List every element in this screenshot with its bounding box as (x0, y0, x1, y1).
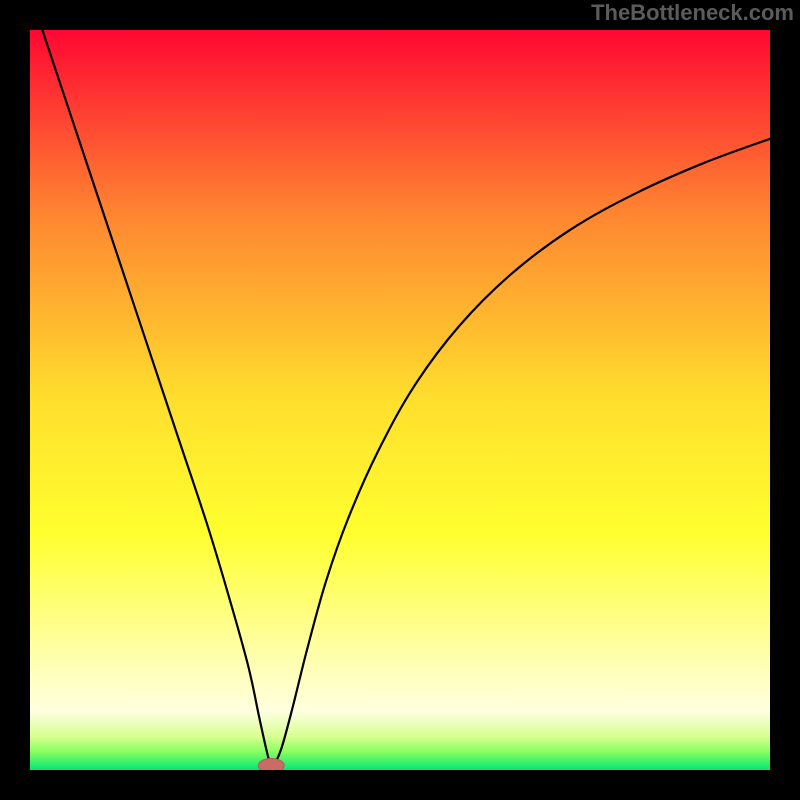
plot-background (30, 30, 770, 770)
watermark-label: TheBottleneck.com (591, 0, 794, 26)
bottleneck-chart (0, 0, 800, 800)
chart-container: TheBottleneck.com (0, 0, 800, 800)
